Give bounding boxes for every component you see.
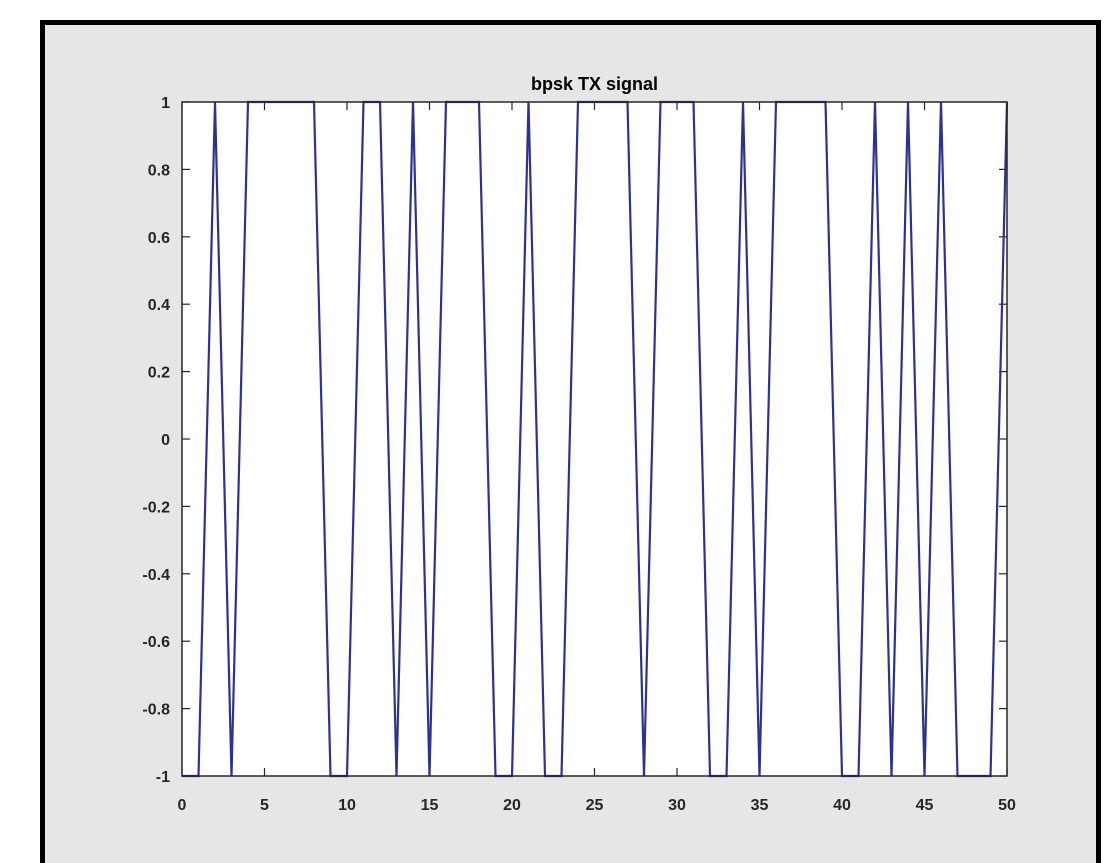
- chart-title: bpsk TX signal: [531, 74, 658, 94]
- x-tick-label: 45: [916, 797, 934, 814]
- y-tick-label: -0.4: [142, 567, 170, 584]
- y-tick-labels: -1 -0.8 -0.6 -0.4 -0.2 0 0.2 0.4 0.6 0.8 1: [142, 95, 170, 786]
- x-tick-label: 15: [421, 797, 439, 814]
- x-tick-label: 35: [751, 797, 769, 814]
- y-tick-label: -0.2: [142, 499, 170, 516]
- axes-box: [181, 101, 1008, 777]
- y-tick-label: -0.8: [142, 702, 170, 719]
- x-tick-label: 25: [586, 797, 604, 814]
- y-tick-label: -1: [156, 769, 170, 786]
- y-tick-label: 0.8: [148, 162, 170, 179]
- x-tick-label: 50: [998, 797, 1016, 814]
- plot-area: [182, 102, 1007, 776]
- x-tick-label: 30: [668, 797, 686, 814]
- x-tick-label: 0: [178, 797, 187, 814]
- y-tick-label: -0.6: [142, 634, 170, 651]
- x-tick-label: 40: [833, 797, 851, 814]
- y-tick-label: 0: [161, 432, 170, 449]
- x-tick-labels: 0 5 10 15 20 25 30 35 40 45 50: [178, 797, 1016, 814]
- y-tick-label: 0.2: [148, 365, 170, 382]
- y-tick-label: 0.4: [148, 297, 170, 314]
- x-tick-label: 10: [338, 797, 356, 814]
- y-tick-label: 0.6: [148, 230, 170, 247]
- x-tick-label: 20: [503, 797, 521, 814]
- y-tick-label: 1: [161, 95, 170, 112]
- x-tick-label: 5: [260, 797, 269, 814]
